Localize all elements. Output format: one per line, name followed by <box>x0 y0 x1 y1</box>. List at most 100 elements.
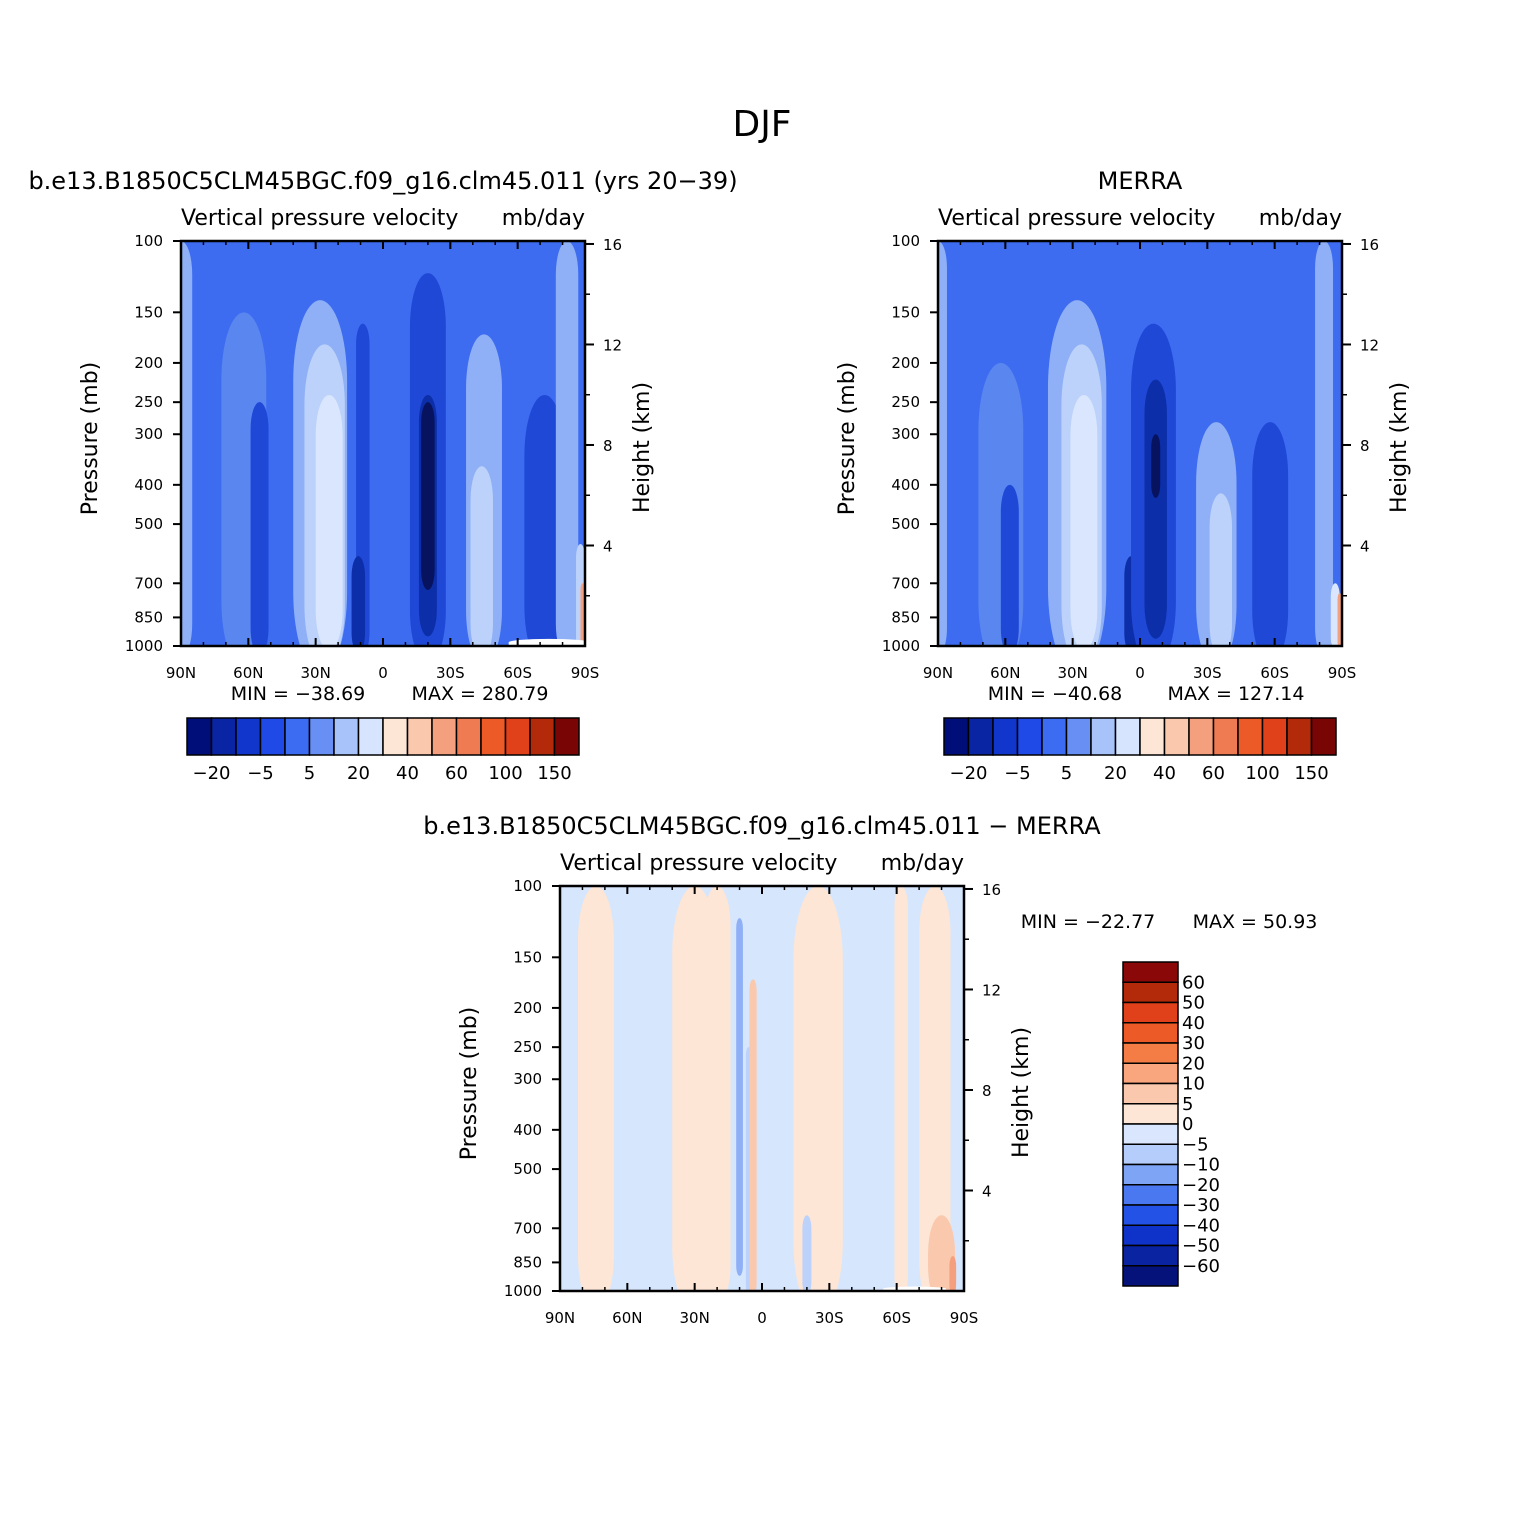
contour-region <box>919 886 951 1291</box>
y-right-tick-label: 4 <box>603 537 613 555</box>
y-right-tick-label: 8 <box>603 437 613 455</box>
figure-title: DJF <box>732 104 791 145</box>
contour-region <box>1144 379 1167 639</box>
min-label: MIN = −22.77 <box>1021 911 1156 933</box>
contour-region <box>928 1215 956 1291</box>
x-tick-label: 60S <box>503 664 532 682</box>
colorbar-label: 40 <box>396 763 419 784</box>
panel-title: b.e13.B1850C5CLM45BGC.f09_g16.clm45.011 … <box>28 167 737 195</box>
colorbar-swatch <box>284 717 311 756</box>
y-tick-label: 700 <box>134 574 163 592</box>
x-tick-label: 60S <box>1260 664 1289 682</box>
colorbar-swatch <box>357 717 384 756</box>
y-right-tick-label: 16 <box>1360 236 1379 254</box>
y-right-tick-label: 16 <box>603 236 622 254</box>
colorbar-label: −40 <box>1182 1215 1220 1236</box>
y-tick-label: 1000 <box>125 637 163 655</box>
x-tick-label: 30S <box>436 664 465 682</box>
y-right-tick-label: 4 <box>1360 537 1370 555</box>
y-right-tick-label: 4 <box>982 1182 992 1200</box>
colorbar-label: −20 <box>1182 1175 1220 1196</box>
contour-region <box>802 1215 812 1291</box>
x-tick-label: 90N <box>923 664 953 682</box>
y-right-tick-label: 16 <box>982 881 1001 899</box>
colorbar-swatch <box>1286 717 1313 756</box>
contour-region <box>470 466 493 646</box>
colorbar-swatch <box>1114 717 1141 756</box>
panel-1: b.e13.B1850C5CLM45BGC.f09_g16.clm45.011 … <box>28 167 737 784</box>
y-right-axis-label: Height (km) <box>1387 382 1412 513</box>
colorbar-swatch <box>1122 1163 1179 1186</box>
y-right-tick-label: 12 <box>603 336 622 354</box>
colorbar-swatch <box>308 717 335 756</box>
y-right-tick-label: 12 <box>982 981 1001 999</box>
y-tick-label: 250 <box>134 393 163 411</box>
contour-region <box>1070 394 1098 646</box>
colorbar-swatch <box>1122 1001 1179 1024</box>
contour-region <box>736 918 743 1276</box>
y-tick-label: 200 <box>513 999 542 1017</box>
colorbar-swatch <box>1122 1244 1179 1267</box>
colorbar-swatch <box>1122 1022 1179 1044</box>
y-tick-label: 100 <box>134 232 163 250</box>
x-tick-label: 0 <box>1135 664 1145 682</box>
contour-region <box>749 979 757 1291</box>
panel-units: mb/day <box>1259 206 1342 231</box>
y-axis-label: Pressure (mb) <box>457 1007 482 1161</box>
x-tick-label: 30N <box>1058 664 1088 682</box>
colorbar-label: 100 <box>488 763 522 784</box>
colorbar-label: 40 <box>1153 763 1176 784</box>
x-tick-label: 90S <box>571 664 600 682</box>
colorbar-swatch <box>235 717 262 756</box>
x-tick-label: 0 <box>378 664 388 682</box>
contour-region <box>938 241 947 646</box>
colorbar-swatch <box>210 717 237 756</box>
y-tick-label: 1000 <box>882 637 920 655</box>
colorbar-swatch <box>186 717 213 756</box>
colorbar-label: 50 <box>1182 993 1205 1014</box>
colorbar-label: 20 <box>1104 763 1127 784</box>
panel-title: b.e13.B1850C5CLM45BGC.f09_g16.clm45.011 … <box>423 812 1101 840</box>
colorbar-swatch <box>1163 717 1190 756</box>
colorbar-label: −10 <box>1182 1155 1220 1176</box>
colorbar-swatch <box>1122 1082 1179 1105</box>
x-tick-label: 90N <box>166 664 196 682</box>
y-tick-label: 400 <box>513 1121 542 1139</box>
colorbar-label: −20 <box>950 763 988 784</box>
y-right-tick-label: 8 <box>1360 437 1370 455</box>
contour-region <box>181 241 193 646</box>
x-tick-label: 90N <box>545 1309 575 1327</box>
y-right-axis-label: Height (km) <box>1009 1027 1034 1158</box>
contour-region <box>793 886 843 1291</box>
colorbar-swatch <box>259 717 286 756</box>
colorbar-swatch <box>431 717 458 756</box>
y-tick-label: 700 <box>891 574 920 592</box>
colorbar-label: 150 <box>537 763 571 784</box>
colorbar-label: 5 <box>1061 763 1072 784</box>
colorbar-swatch <box>992 717 1019 756</box>
colorbar-label: 60 <box>1202 763 1225 784</box>
colorbar-label: 10 <box>1182 1074 1205 1095</box>
colorbar: −20 −5 5 20 40 60 100 150 <box>943 717 1337 784</box>
panel-subtitle: Vertical pressure velocity <box>181 206 458 231</box>
colorbar-swatch <box>1122 981 1179 1004</box>
colorbar-label: 5 <box>1182 1094 1193 1115</box>
y-tick-label: 250 <box>891 393 920 411</box>
colorbar-label: 60 <box>1182 972 1205 993</box>
x-tick-label: 60N <box>612 1309 642 1327</box>
panel-3: b.e13.B1850C5CLM45BGC.f09_g16.clm45.011 … <box>423 812 1317 1327</box>
contour-region <box>315 394 343 646</box>
contour-region <box>1315 241 1334 646</box>
y-tick-label: 1000 <box>504 1282 542 1300</box>
y-right-axis-label: Height (km) <box>630 382 655 513</box>
contour-region <box>1000 484 1019 646</box>
y-tick-label: 850 <box>134 608 163 626</box>
panel-subtitle: Vertical pressure velocity <box>560 851 837 876</box>
colorbar: −20 −5 5 20 40 60 100 150 <box>186 717 580 784</box>
contour-region <box>1330 583 1340 646</box>
contour-region <box>351 556 366 646</box>
y-tick-label: 300 <box>891 425 920 443</box>
colorbar-label: 100 <box>1245 763 1279 784</box>
x-tick-label: 90S <box>950 1309 979 1327</box>
y-tick-label: 250 <box>513 1038 542 1056</box>
